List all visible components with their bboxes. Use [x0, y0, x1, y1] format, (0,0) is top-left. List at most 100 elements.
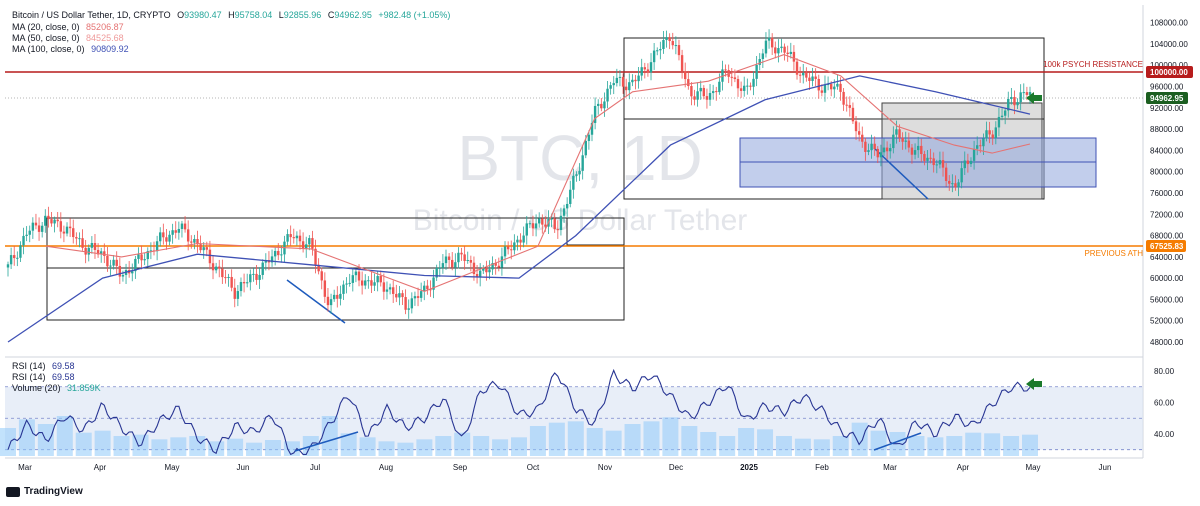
price-tick-label: 48000.00 — [1150, 338, 1184, 347]
candle-body — [994, 127, 998, 139]
candle-body — [1007, 98, 1010, 111]
candle-body — [624, 86, 628, 91]
candle-body — [1016, 102, 1019, 106]
candle-body — [500, 256, 504, 268]
change-value: +982.48 (+1.05%) — [378, 10, 450, 20]
candle-body — [836, 83, 839, 87]
volume-bar — [984, 433, 1001, 456]
low-value: 92855.96 — [284, 10, 322, 20]
candle-body — [839, 83, 842, 92]
candle-body — [252, 273, 255, 275]
candle-body — [715, 91, 718, 93]
legend-rsi[interactable]: RSI (14) 69.58 — [12, 361, 75, 371]
candle-body — [963, 160, 966, 169]
candle-body — [485, 268, 488, 273]
legend-ma50[interactable]: MA (50, close, 0) 84525.68 — [12, 33, 124, 43]
candle-body — [332, 294, 336, 300]
candle-body — [826, 84, 830, 86]
tradingview-brand: TradingView — [24, 486, 83, 497]
legend-ma100[interactable]: MA (100, close, 0) 90809.92 — [12, 44, 129, 54]
tradingview-footer[interactable]: TradingView — [6, 486, 83, 497]
candle-body — [171, 230, 174, 235]
rsi2-label: RSI (14) — [12, 372, 46, 382]
volume-bar — [18, 419, 35, 456]
consolidation-box-small[interactable] — [566, 217, 625, 246]
rsi-line[interactable] — [7, 368, 1031, 456]
candle-body — [47, 215, 50, 220]
volume-bar — [378, 441, 395, 456]
candle-body — [230, 276, 233, 288]
candle-body — [621, 76, 625, 87]
price-tick-label: 96000.00 — [1150, 83, 1184, 92]
candle-body — [975, 145, 979, 149]
candle-body — [208, 249, 212, 264]
candle-body — [572, 175, 575, 190]
candle-body — [503, 246, 507, 257]
candle-body — [848, 105, 852, 108]
candle-body — [966, 160, 970, 165]
candle-body — [308, 238, 311, 245]
candle-body — [345, 283, 348, 285]
candle-body — [687, 79, 690, 87]
rsi-label: RSI (14) — [12, 361, 46, 371]
candle-body — [581, 155, 584, 171]
candle-body — [329, 299, 333, 306]
candle-body — [882, 147, 886, 153]
ath-annotation: PREVIOUS ATH — [1084, 249, 1143, 258]
candle-body — [733, 77, 737, 80]
trendline-mar-2025[interactable] — [873, 147, 929, 200]
candle-body — [817, 78, 820, 91]
candle-body — [339, 293, 342, 299]
volume-bar — [643, 421, 660, 456]
ma20-line[interactable] — [45, 54, 1031, 292]
rsi2-value: 69.58 — [52, 372, 75, 382]
resistance-annotation: 100k PSYCH RESISTANCE — [1043, 60, 1143, 69]
candle-body — [708, 93, 712, 100]
price-axis-ticks: 48000.00 52000.00 56000.00 60000.00 64000.00… — [1150, 19, 1188, 347]
close-label: C — [328, 10, 335, 20]
candle-body — [367, 280, 370, 282]
candle-body — [1003, 110, 1007, 116]
price-tick-label: 88000.00 — [1150, 125, 1184, 134]
candle-body — [960, 168, 963, 183]
trendline-jul[interactable] — [286, 279, 346, 324]
ma100-line[interactable] — [7, 75, 1031, 343]
volume-label: Volume (20) — [12, 383, 61, 393]
candle-body — [652, 50, 656, 63]
range-box-2024[interactable] — [46, 217, 625, 321]
candle-body — [242, 282, 246, 284]
volume-bar — [567, 421, 584, 456]
legend-ma20[interactable]: MA (20, close, 0) 85206.87 — [12, 22, 124, 32]
current-price-tag — [1146, 92, 1188, 104]
legend-symbol-row[interactable]: Bitcoin / US Dollar Tether, 1D, CRYPTO O… — [12, 10, 450, 20]
candle-body — [149, 250, 153, 252]
candle-body — [811, 76, 814, 81]
candle-body — [432, 277, 435, 290]
candle-body — [755, 64, 758, 79]
rsi-divergence-mar[interactable] — [873, 432, 922, 451]
rsi-tick-label: 40.00 — [1154, 430, 1175, 439]
candle-body — [423, 285, 426, 292]
legend-volume[interactable]: Volume (20) 31.859K — [12, 383, 101, 393]
ma100-value: 90809.92 — [91, 44, 129, 54]
candle-body — [258, 274, 261, 280]
candle-body — [519, 239, 522, 243]
candle-body — [1028, 92, 1032, 95]
candle-body — [1013, 97, 1016, 106]
candle-body — [851, 107, 855, 122]
candle-body — [845, 104, 848, 106]
rsi-tick-label: 80.00 — [1154, 367, 1175, 376]
tradingview-logo-icon — [6, 486, 20, 497]
candle-body — [910, 147, 914, 155]
rsi-divergence-jul[interactable] — [294, 431, 359, 452]
candle-body — [379, 276, 382, 283]
candle-body — [311, 238, 314, 249]
candle-body — [680, 55, 684, 72]
time-tick-label: Jul — [310, 463, 320, 472]
candle-body — [901, 137, 904, 142]
candle-body — [569, 189, 572, 204]
volume-bar — [492, 439, 509, 456]
legend-rsi-2[interactable]: RSI (14) 69.58 — [12, 372, 75, 382]
volume-bar — [113, 436, 130, 456]
